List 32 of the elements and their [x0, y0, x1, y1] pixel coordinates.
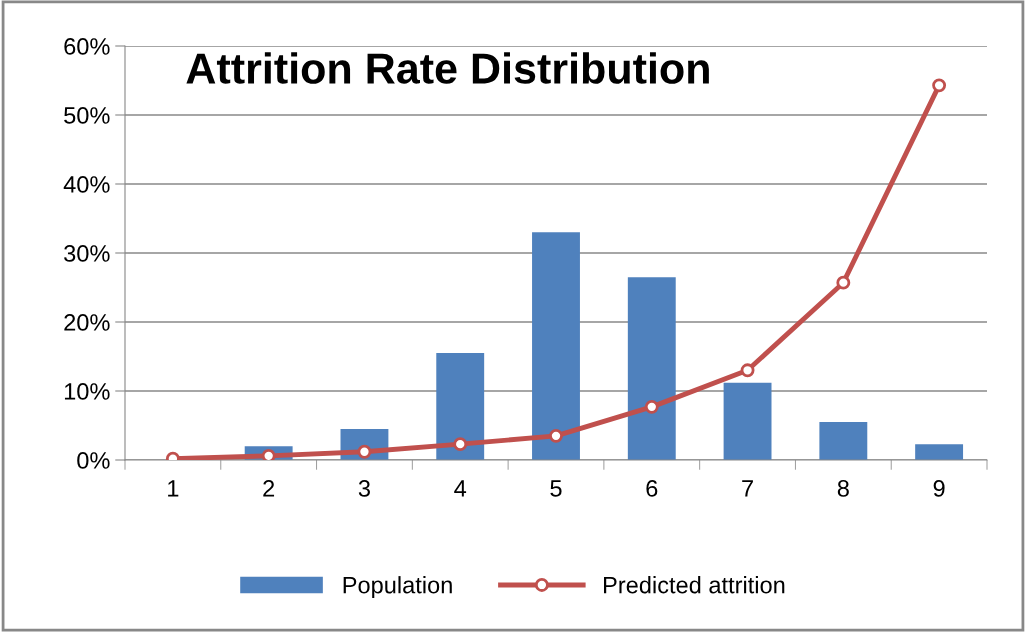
point: [836, 275, 851, 290]
x-tick-label: 4: [454, 480, 467, 497]
y-tick-label: 0%: [77, 452, 110, 469]
point: [453, 437, 468, 452]
point: [740, 363, 755, 378]
y-tick-label: 40%: [63, 176, 110, 193]
bar: [627, 277, 676, 460]
y-tick-label: 20%: [64, 314, 110, 331]
bar: [532, 232, 580, 460]
bar: [915, 444, 964, 460]
y-tick-label: 50%: [64, 107, 110, 124]
y-tick-label: 10%: [64, 383, 110, 400]
x-tick-label: 7: [742, 480, 753, 497]
y-tick-label: 60%: [64, 38, 110, 55]
x-tick-label: 5: [550, 480, 562, 497]
point: [549, 428, 563, 443]
bar: [723, 382, 772, 460]
x-tick-label: 2: [263, 480, 275, 497]
x-tick-label: 8: [837, 480, 849, 497]
x-tick-label: 9: [933, 480, 945, 497]
point: [644, 399, 659, 414]
x-tick-label: 6: [646, 480, 658, 497]
point: [261, 448, 276, 460]
chart-title: Attrition Rate Distribution: [186, 52, 709, 84]
point: [932, 78, 947, 93]
x-tick-label: 1: [168, 480, 179, 497]
y-tick-label: 30%: [64, 245, 110, 262]
bar: [819, 422, 868, 460]
legend-label: Population: [343, 576, 452, 599]
x-tick-label: 3: [358, 480, 370, 497]
bar: [436, 353, 485, 460]
legend-label: Predicted attrition: [604, 576, 785, 594]
